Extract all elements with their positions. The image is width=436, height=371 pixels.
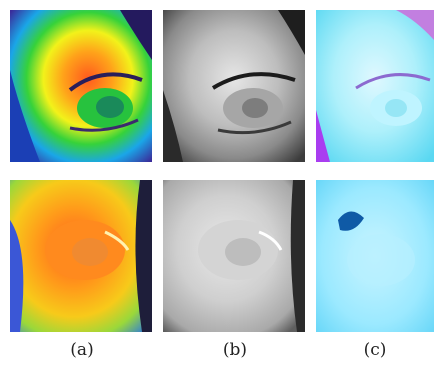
grayscale-eye-bottom-b (163, 180, 305, 332)
thermal-rainbow-eye-top-a (10, 10, 152, 162)
cyan-magenta-eye-top-c (316, 10, 434, 162)
thermal-orange-eye-bottom-a (10, 180, 152, 332)
caption-b: (b) (222, 340, 248, 360)
grayscale-eye-top-b (163, 10, 305, 162)
caption-a: (a) (70, 340, 94, 360)
caption-c: (c) (363, 340, 387, 360)
cyan-eye-bottom-c (316, 180, 434, 332)
